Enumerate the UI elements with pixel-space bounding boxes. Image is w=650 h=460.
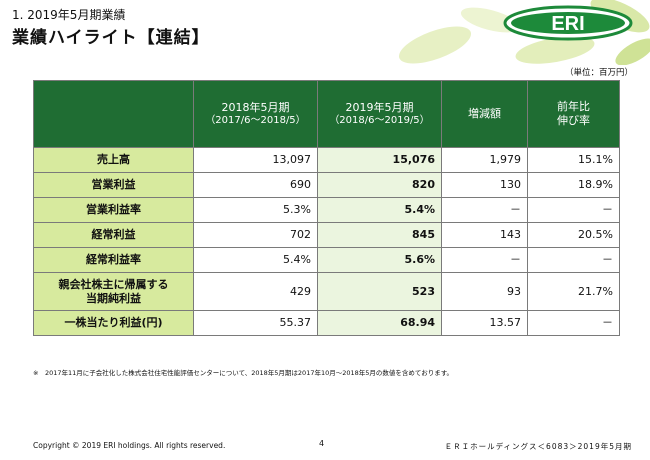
- col-header-fy2018-title: 2018年5月期: [221, 100, 290, 114]
- col-header-fy2019-title: 2019年5月期: [345, 100, 414, 114]
- row-label-line2: 当期純利益: [86, 291, 141, 305]
- page-title: 業績ハイライト【連結】: [12, 28, 210, 48]
- table-row: 営業利益 690 820 130 18.9%: [33, 172, 620, 198]
- value-prev: 702: [193, 222, 318, 248]
- value-diff: －: [441, 197, 528, 223]
- row-label: 売上高: [33, 147, 194, 173]
- value-cur: 5.6%: [317, 247, 442, 273]
- row-label-line1: 親会社株主に帰属する: [58, 277, 169, 291]
- value-diff: －: [441, 247, 528, 273]
- value-rate: 20.5%: [527, 222, 620, 248]
- col-header-fy2018-period: （2017/6～2018/5）: [205, 114, 306, 126]
- value-prev: 55.37: [193, 310, 318, 336]
- table-row: 経常利益 702 845 143 20.5%: [33, 222, 620, 248]
- section-number: 1. 2019年5月期業績: [12, 8, 126, 22]
- corner-cell: [33, 80, 194, 148]
- unit-label: （単位：百万円）: [564, 68, 633, 78]
- value-diff: 143: [441, 222, 528, 248]
- table-row: 親会社株主に帰属する 当期純利益 429 523 93 21.7%: [33, 272, 620, 311]
- value-rate: －: [527, 247, 620, 273]
- value-prev: 5.3%: [193, 197, 318, 223]
- col-header-diff: 増減額: [441, 80, 528, 148]
- value-rate: 18.9%: [527, 172, 620, 198]
- value-cur: 68.94: [317, 310, 442, 336]
- col-header-diff-title: 増減額: [468, 107, 501, 121]
- value-prev: 13,097: [193, 147, 318, 173]
- copyright: Copyright © 2019 ERI holdings. All right…: [33, 441, 226, 450]
- col-header-rate-line1: 前年比: [557, 100, 590, 114]
- value-diff: 130: [441, 172, 528, 198]
- col-header-fy2019-period: （2018/6～2019/5）: [329, 114, 430, 126]
- col-header-rate: 前年比 伸び率: [527, 80, 620, 148]
- value-cur: 845: [317, 222, 442, 248]
- leaf-background: [395, 0, 650, 65]
- col-header-fy2018: 2018年5月期 （2017/6～2018/5）: [193, 80, 318, 148]
- row-label: 営業利益: [33, 172, 194, 198]
- footnote: ※ 2017年11月に子会社化した株式会社住宅性能評価センターについて、2018…: [33, 369, 454, 377]
- value-prev: 5.4%: [193, 247, 318, 273]
- row-label: 経常利益率: [33, 247, 194, 273]
- col-header-fy2019: 2019年5月期 （2018/6～2019/5）: [317, 80, 442, 148]
- value-rate: 21.7%: [527, 272, 620, 311]
- eri-logo: ERI: [503, 5, 633, 41]
- value-cur: 820: [317, 172, 442, 198]
- value-cur: 5.4%: [317, 197, 442, 223]
- table-header-row: 2018年5月期 （2017/6～2018/5） 2019年5月期 （2018/…: [33, 80, 620, 148]
- value-rate: 15.1%: [527, 147, 620, 173]
- value-diff: 93: [441, 272, 528, 311]
- value-diff: 1,979: [441, 147, 528, 173]
- value-cur: 15,076: [317, 147, 442, 173]
- row-label: 親会社株主に帰属する 当期純利益: [33, 272, 194, 311]
- value-rate: －: [527, 197, 620, 223]
- logo-text: ERI: [551, 13, 584, 35]
- value-rate: －: [527, 310, 620, 336]
- value-prev: 429: [193, 272, 318, 311]
- col-header-rate-line2: 伸び率: [557, 114, 590, 127]
- value-prev: 690: [193, 172, 318, 198]
- row-label: 営業利益率: [33, 197, 194, 223]
- table-row: 経常利益率 5.4% 5.6% － －: [33, 247, 620, 273]
- company-footer: ＥＲＩホールディングス＜6083＞2019年5月期: [444, 442, 632, 451]
- row-label: 一株当たり利益(円): [33, 310, 194, 336]
- row-label: 経常利益: [33, 222, 194, 248]
- table-row: 営業利益率 5.3% 5.4% － －: [33, 197, 620, 223]
- table-row: 売上高 13,097 15,076 1,979 15.1%: [33, 147, 620, 173]
- value-cur: 523: [317, 272, 442, 311]
- results-table: 2018年5月期 （2017/6～2018/5） 2019年5月期 （2018/…: [33, 80, 620, 336]
- value-diff: 13.57: [441, 310, 528, 336]
- table-row: 一株当たり利益(円) 55.37 68.94 13.57 －: [33, 310, 620, 336]
- page-number: 4: [319, 439, 325, 448]
